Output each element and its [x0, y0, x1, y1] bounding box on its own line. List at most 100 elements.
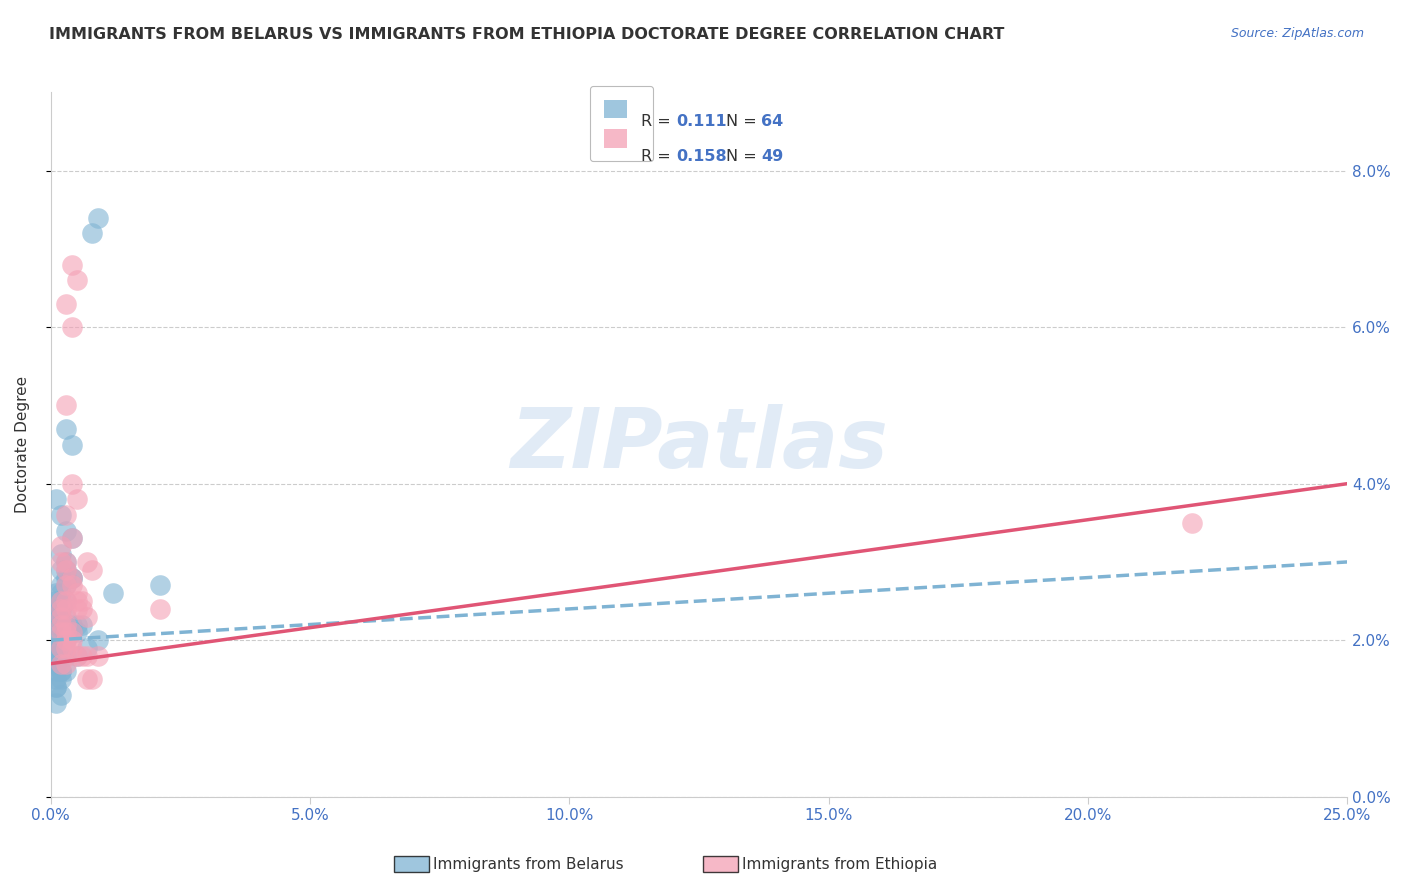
Text: R =: R = — [641, 149, 671, 163]
Text: 0.158: 0.158 — [676, 149, 727, 163]
Text: Immigrants from Ethiopia: Immigrants from Ethiopia — [742, 857, 938, 871]
Point — [66, 594, 89, 608]
Point — [66, 617, 89, 632]
Point — [55, 640, 77, 655]
Point — [82, 227, 104, 241]
Point — [51, 609, 73, 624]
Point — [51, 640, 73, 655]
Point — [55, 625, 77, 640]
Point — [82, 673, 104, 687]
Point — [66, 648, 89, 663]
Point — [60, 532, 83, 546]
Point — [66, 602, 89, 616]
Point — [55, 609, 77, 624]
Point — [45, 633, 67, 648]
Point — [55, 508, 77, 522]
Point — [51, 640, 73, 655]
Point — [51, 547, 73, 561]
Point — [76, 609, 98, 624]
Point — [55, 617, 77, 632]
Point — [51, 594, 73, 608]
Point — [55, 665, 77, 679]
Point — [51, 586, 73, 600]
Point — [45, 648, 67, 663]
Point — [51, 539, 73, 553]
Point — [51, 602, 73, 616]
Point — [51, 617, 73, 632]
Point — [51, 673, 73, 687]
Text: N =: N = — [725, 114, 756, 128]
Point — [55, 422, 77, 436]
Point — [51, 578, 73, 592]
Point — [60, 578, 83, 592]
Point — [55, 524, 77, 538]
Point — [60, 571, 83, 585]
Point — [45, 617, 67, 632]
Point — [149, 602, 172, 616]
Point — [60, 532, 83, 546]
Point — [55, 657, 77, 671]
Point — [51, 633, 73, 648]
Point — [51, 602, 73, 616]
Point — [149, 578, 172, 592]
Point — [70, 594, 93, 608]
Point — [45, 609, 67, 624]
Point — [86, 648, 108, 663]
Point — [51, 648, 73, 663]
Text: 0.111: 0.111 — [676, 114, 727, 128]
Point — [51, 508, 73, 522]
Point — [51, 657, 73, 671]
Point — [55, 594, 77, 608]
Point — [51, 688, 73, 702]
Point — [55, 563, 77, 577]
Point — [55, 578, 77, 592]
Point — [70, 602, 93, 616]
Point — [55, 633, 77, 648]
Point — [55, 555, 77, 569]
Point — [45, 673, 67, 687]
Point — [51, 609, 73, 624]
Point — [101, 586, 124, 600]
Point — [55, 633, 77, 648]
Point — [55, 594, 77, 608]
Point — [82, 563, 104, 577]
Text: 64: 64 — [761, 114, 783, 128]
Point — [51, 602, 73, 616]
Point — [51, 665, 73, 679]
Point — [51, 617, 73, 632]
Point — [60, 437, 83, 451]
Point — [86, 633, 108, 648]
Point — [51, 665, 73, 679]
Point — [70, 617, 93, 632]
Point — [55, 563, 77, 577]
Point — [76, 648, 98, 663]
Point — [1181, 516, 1204, 530]
Y-axis label: Doctorate Degree: Doctorate Degree — [15, 376, 30, 513]
Point — [55, 648, 77, 663]
Point — [51, 625, 73, 640]
Point — [60, 258, 83, 272]
Point — [70, 648, 93, 663]
Text: N =: N = — [725, 149, 756, 163]
Point — [55, 555, 77, 569]
Point — [45, 594, 67, 608]
Point — [60, 625, 83, 640]
Point — [45, 657, 67, 671]
Point — [60, 640, 83, 655]
Point — [60, 476, 83, 491]
Point — [60, 617, 83, 632]
Text: Immigrants from Belarus: Immigrants from Belarus — [433, 857, 624, 871]
Point — [86, 211, 108, 225]
Point — [45, 657, 67, 671]
Point — [66, 492, 89, 507]
Point — [45, 696, 67, 710]
Point — [76, 640, 98, 655]
Point — [45, 492, 67, 507]
Point — [45, 680, 67, 694]
Text: Source: ZipAtlas.com: Source: ZipAtlas.com — [1230, 27, 1364, 40]
Point — [55, 296, 77, 310]
Point — [60, 633, 83, 648]
Point — [66, 648, 89, 663]
Point — [55, 617, 77, 632]
Point — [45, 640, 67, 655]
